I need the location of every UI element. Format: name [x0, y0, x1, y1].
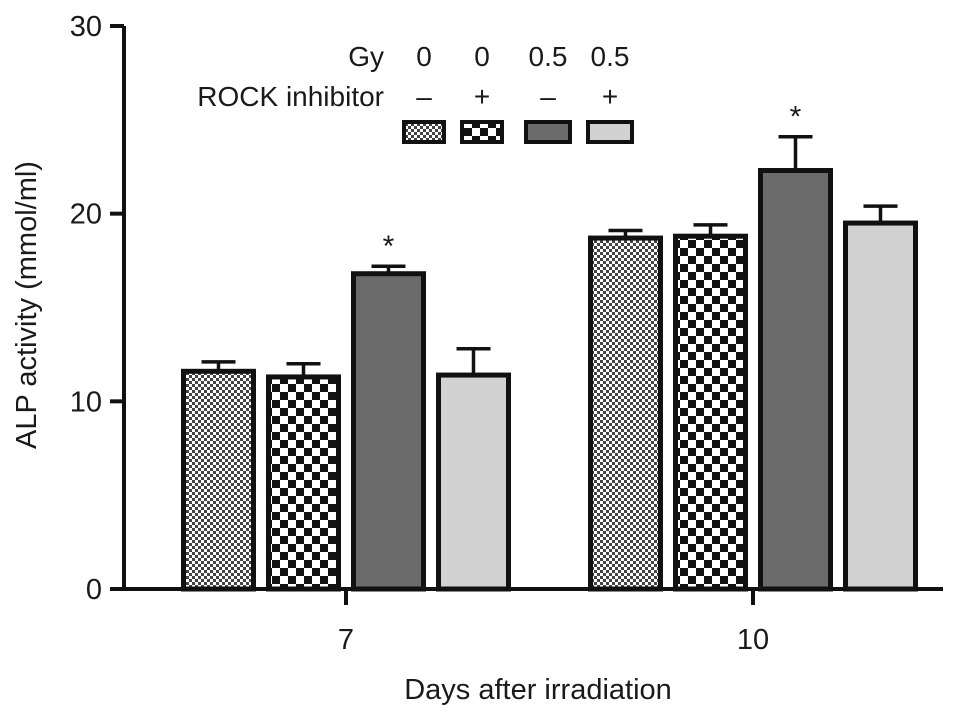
- legend-swatch: [524, 120, 572, 144]
- bar: [351, 271, 426, 592]
- y-tick-label: 0: [86, 574, 102, 606]
- bar: [758, 168, 833, 592]
- legend: Gy ROCK inhibitor 0 – 0 +0.5 – 0.5 +: [197, 41, 634, 144]
- bar: [843, 220, 918, 592]
- significance-star: *: [790, 101, 802, 134]
- y-tick-label: 10: [70, 386, 102, 418]
- legend-gy-value: 0.5: [591, 41, 630, 72]
- bar: [266, 374, 341, 592]
- bar: [181, 368, 256, 592]
- legend-gy-label: Gy: [348, 41, 384, 72]
- significance-star: *: [383, 230, 395, 263]
- bar: [673, 233, 748, 592]
- legend-rock-value: –: [540, 81, 556, 112]
- y-axis-title: ALP activity (mmol/ml): [11, 161, 43, 449]
- x-axis-title: Days after irradiation: [404, 674, 672, 706]
- legend-swatch: [586, 120, 634, 144]
- legend-rock-value: +: [474, 81, 490, 112]
- y-tick-label: 30: [70, 11, 102, 43]
- legend-rock-label: ROCK inhibitor: [197, 81, 384, 112]
- bar: [436, 372, 511, 592]
- legend-rock-value: –: [416, 81, 432, 112]
- x-tick-label: 10: [737, 624, 769, 656]
- legend-swatch: [402, 120, 446, 144]
- legend-gy-value: 0: [474, 41, 490, 72]
- x-tick-label: 7: [338, 624, 354, 656]
- legend-swatch: [460, 120, 504, 144]
- legend-gy-value: 0.5: [529, 41, 568, 72]
- y-tick-label: 20: [70, 199, 102, 231]
- bars: **: [181, 101, 918, 592]
- axes: 0 10 20 30 7 10: [70, 11, 943, 656]
- legend-gy-value: 0: [416, 41, 432, 72]
- bar: [588, 235, 663, 592]
- legend-rock-value: +: [602, 81, 618, 112]
